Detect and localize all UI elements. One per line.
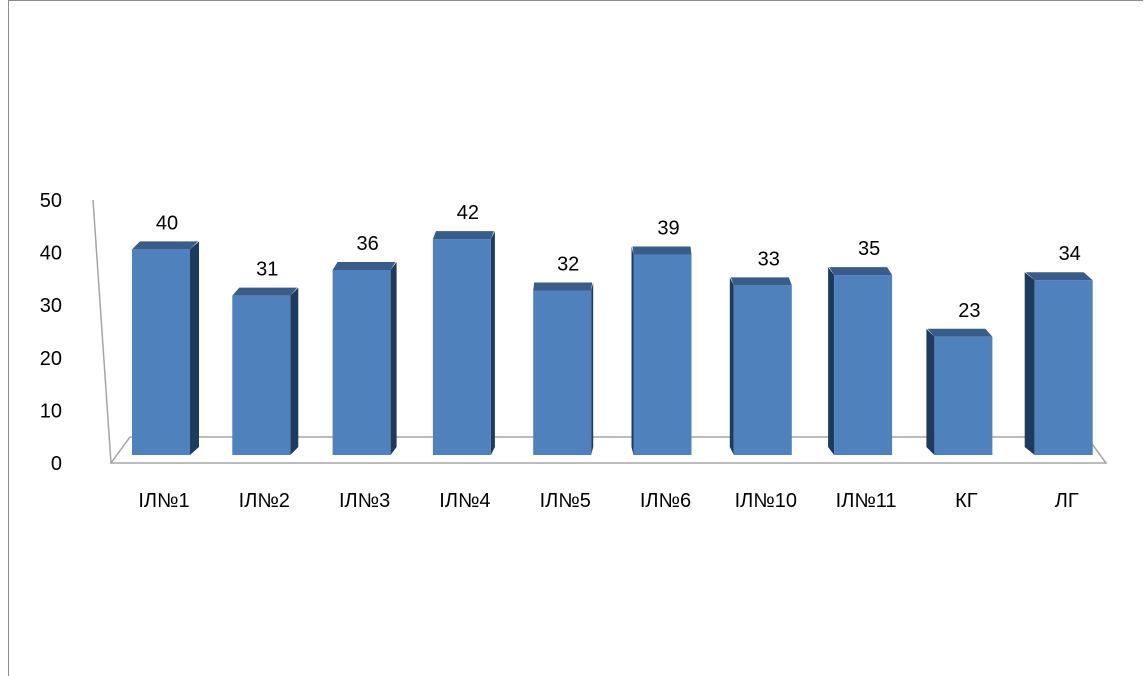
bar-top bbox=[927, 328, 993, 337]
chart-frame bbox=[8, 0, 1143, 676]
bar-top bbox=[132, 241, 198, 250]
bar-top bbox=[829, 267, 893, 276]
bar-front bbox=[132, 249, 190, 455]
bar bbox=[332, 261, 397, 455]
data-label: 35 bbox=[858, 238, 880, 260]
bar-front bbox=[633, 254, 692, 455]
data-label: 36 bbox=[356, 233, 378, 255]
bar-front bbox=[934, 336, 993, 455]
bar bbox=[828, 267, 893, 455]
x-tick-label: ІЛ№5 bbox=[540, 490, 591, 512]
data-label: 32 bbox=[557, 254, 579, 276]
bar-side bbox=[390, 261, 397, 455]
data-label: 39 bbox=[657, 218, 679, 240]
bar-side bbox=[926, 328, 935, 455]
bar-front bbox=[733, 285, 792, 455]
bar-top bbox=[730, 277, 792, 286]
bar bbox=[631, 246, 692, 455]
data-label: 34 bbox=[1059, 243, 1081, 265]
bar-front bbox=[533, 290, 592, 455]
x-tick-label: ІЛ№10 bbox=[735, 490, 797, 512]
bar-front bbox=[834, 275, 893, 455]
bar-side bbox=[490, 231, 495, 455]
bar-top bbox=[632, 246, 692, 255]
x-tick-label: ІЛ№4 bbox=[439, 490, 490, 512]
bar-front bbox=[332, 269, 391, 455]
x-tick-label: ІЛ№6 bbox=[640, 490, 691, 512]
bar-side bbox=[631, 246, 634, 455]
bar-series bbox=[132, 231, 1093, 455]
data-label: 31 bbox=[256, 259, 278, 281]
data-label: 23 bbox=[958, 300, 980, 322]
data-label: 33 bbox=[758, 248, 780, 270]
bar-side bbox=[591, 282, 594, 455]
bar bbox=[432, 231, 495, 455]
bar-top bbox=[1025, 272, 1093, 281]
bar bbox=[1024, 272, 1093, 455]
bar bbox=[232, 287, 299, 455]
y-axis: 0 10 20 30 40 50 bbox=[40, 190, 112, 475]
y-tick-label: 50 bbox=[40, 190, 62, 212]
x-axis-labels: ІЛ№1 ІЛ№2 ІЛ№3 ІЛ№4 ІЛ№5 ІЛ№6 ІЛ№10 ІЛ№11 КГ ЛГ bbox=[138, 490, 1078, 512]
x-tick-label: ІЛ№11 bbox=[836, 490, 897, 512]
y-axis-line bbox=[92, 199, 112, 464]
y-tick-label: 10 bbox=[40, 400, 62, 422]
data-labels: 40 31 36 42 32 39 33 35 23 34 bbox=[156, 202, 1081, 322]
x-tick-label: КГ bbox=[955, 490, 978, 512]
bar-top bbox=[332, 261, 396, 270]
data-label: 42 bbox=[457, 202, 479, 224]
bar bbox=[729, 277, 792, 455]
bar bbox=[533, 282, 594, 455]
bar-side bbox=[1024, 272, 1035, 455]
bar-side bbox=[190, 241, 199, 455]
y-tick-label: 20 bbox=[40, 348, 62, 370]
bar-side bbox=[290, 287, 299, 455]
y-tick-label: 40 bbox=[40, 243, 62, 265]
data-label: 40 bbox=[156, 212, 178, 234]
bar bbox=[926, 328, 993, 455]
bar-front bbox=[232, 295, 291, 455]
x-tick-label: ІЛ№3 bbox=[339, 490, 390, 512]
bar-front bbox=[1034, 280, 1093, 455]
bar-top bbox=[232, 287, 298, 296]
bar-side bbox=[729, 277, 734, 455]
y-tick-label: 0 bbox=[51, 453, 62, 475]
x-tick-label: ІЛ№2 bbox=[239, 490, 290, 512]
x-tick-label: ЛГ bbox=[1055, 490, 1079, 512]
x-tick-label: ІЛ№1 bbox=[138, 490, 189, 512]
bar-top bbox=[432, 231, 494, 240]
bar-side bbox=[828, 267, 835, 455]
bar-top bbox=[533, 282, 593, 291]
bar-front bbox=[432, 239, 491, 455]
bar bbox=[132, 241, 199, 455]
y-tick-label: 30 bbox=[40, 295, 62, 317]
